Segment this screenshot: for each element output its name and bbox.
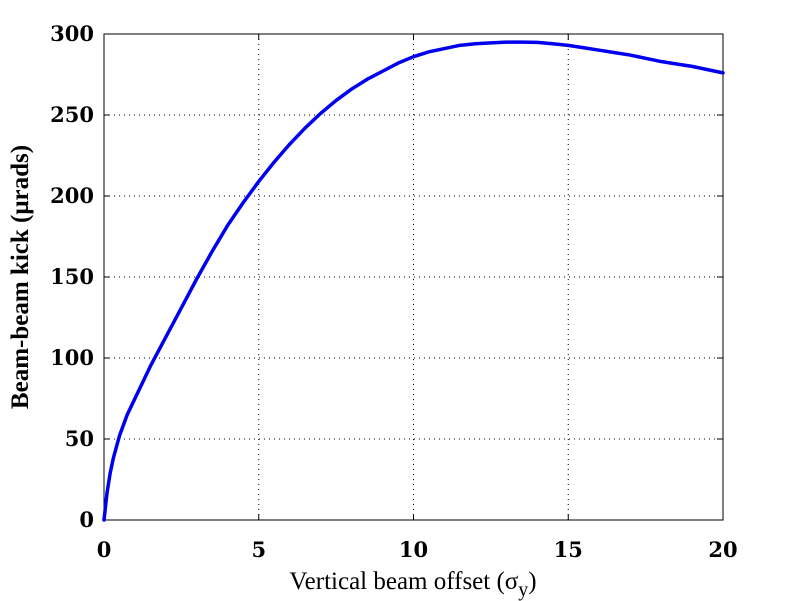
y-tick-label: 0 [79, 507, 94, 532]
y-tick-label: 150 [50, 264, 94, 289]
y-tick-label: 100 [50, 345, 94, 370]
plot-frame [103, 33, 724, 521]
x-tick-label: 5 [251, 537, 266, 562]
y-tick-label: 300 [50, 21, 94, 46]
y-tick-label: 250 [50, 102, 94, 127]
x-axis-label-main: Vertical beam offset (σ [289, 568, 518, 595]
x-axis-label-end: ) [528, 568, 536, 595]
series-line [102, 40, 725, 522]
x-tick-label: 0 [97, 537, 112, 562]
x-tick-label: 10 [399, 537, 428, 562]
y-tick-label: 200 [50, 183, 94, 208]
y-tick-label: 50 [65, 426, 94, 451]
grid-lines [104, 34, 723, 520]
x-tick-label: 15 [554, 537, 583, 562]
x-axis-label: Vertical beam offset (σy) [289, 568, 536, 601]
y-axis-label: Beam-beam kick (μrads) [7, 145, 34, 409]
x-tick-labels: 0 5 10 15 20 [97, 537, 738, 562]
x-tick-label: 20 [708, 537, 737, 562]
y-tick-labels: 0 50 100 150 200 250 300 [50, 21, 94, 532]
x-axis-label-sub: y [518, 579, 528, 601]
